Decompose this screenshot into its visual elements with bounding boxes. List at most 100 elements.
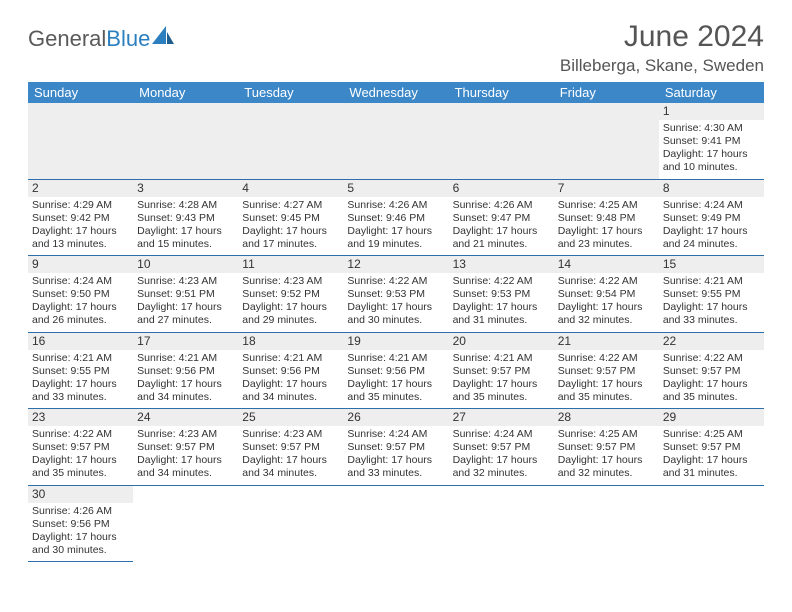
sunset-text: Sunset: 9:52 PM xyxy=(242,288,339,301)
sunset-text: Sunset: 9:45 PM xyxy=(242,212,339,225)
daylight-text: and 13 minutes. xyxy=(32,238,129,251)
day-number: 3 xyxy=(133,180,238,197)
daylight-text: Daylight: 17 hours xyxy=(347,225,444,238)
daylight-text: and 35 minutes. xyxy=(32,467,129,480)
day-number: 12 xyxy=(343,256,448,273)
daylight-text: and 24 minutes. xyxy=(663,238,760,251)
calendar-day-cell: 26Sunrise: 4:24 AMSunset: 9:57 PMDayligh… xyxy=(343,409,448,486)
daylight-text: Daylight: 17 hours xyxy=(242,378,339,391)
daylight-text: and 35 minutes. xyxy=(558,391,655,404)
day-number: 2 xyxy=(28,180,133,197)
calendar-empty-cell xyxy=(659,485,764,562)
sunrise-text: Sunrise: 4:24 AM xyxy=(347,428,444,441)
sunrise-text: Sunrise: 4:27 AM xyxy=(242,199,339,212)
calendar-empty-cell xyxy=(238,103,343,179)
sunset-text: Sunset: 9:57 PM xyxy=(663,441,760,454)
daylight-text: Daylight: 17 hours xyxy=(347,454,444,467)
weekday-header: Wednesday xyxy=(343,82,448,103)
calendar-week-row: 30Sunrise: 4:26 AMSunset: 9:56 PMDayligh… xyxy=(28,485,764,562)
daylight-text: Daylight: 17 hours xyxy=(453,301,550,314)
sunrise-text: Sunrise: 4:24 AM xyxy=(453,428,550,441)
calendar-day-cell: 1Sunrise: 4:30 AMSunset: 9:41 PMDaylight… xyxy=(659,103,764,179)
day-number: 4 xyxy=(238,180,343,197)
logo: GeneralBlue xyxy=(28,20,174,52)
day-number: 30 xyxy=(28,486,133,503)
daylight-text: and 34 minutes. xyxy=(242,467,339,480)
calendar-day-cell: 20Sunrise: 4:21 AMSunset: 9:57 PMDayligh… xyxy=(449,332,554,409)
daylight-text: Daylight: 17 hours xyxy=(663,301,760,314)
logo-text-1: General xyxy=(28,26,106,52)
daylight-text: and 17 minutes. xyxy=(242,238,339,251)
month-title: June 2024 xyxy=(560,20,764,54)
calendar-day-cell: 24Sunrise: 4:23 AMSunset: 9:57 PMDayligh… xyxy=(133,409,238,486)
day-number: 26 xyxy=(343,409,448,426)
sunset-text: Sunset: 9:48 PM xyxy=(558,212,655,225)
daylight-text: and 31 minutes. xyxy=(663,467,760,480)
sunrise-text: Sunrise: 4:24 AM xyxy=(663,199,760,212)
daylight-text: Daylight: 17 hours xyxy=(32,531,129,544)
calendar-day-cell: 14Sunrise: 4:22 AMSunset: 9:54 PMDayligh… xyxy=(554,256,659,333)
calendar-week-row: 16 Sunrise: 4:21 AM Sunset: 9:55 PM Dayligh… xyxy=(28,332,764,409)
sunset-text: Sunset: 9:55 PM xyxy=(32,365,129,378)
calendar-empty-cell xyxy=(554,103,659,179)
calendar-day-cell: 28Sunrise: 4:25 AMSunset: 9:57 PMDayligh… xyxy=(554,409,659,486)
sunset-text: Sunset: 9:41 PM xyxy=(663,135,760,148)
sunrise-text: Sunrise: 4:22 AM xyxy=(453,275,550,288)
day-number: 10 xyxy=(133,256,238,273)
sunrise-text: Sunrise: 4:21 AM xyxy=(242,352,339,365)
day-number: 17 xyxy=(133,333,238,350)
daylight-text: Daylight: 17 hours xyxy=(558,301,655,314)
calendar-day-cell: 5Sunrise: 4:26 AMSunset: 9:46 PMDaylight… xyxy=(343,179,448,256)
calendar-day-cell: 29Sunrise: 4:25 AMSunset: 9:57 PMDayligh… xyxy=(659,409,764,486)
day-number: 14 xyxy=(554,256,659,273)
daylight-text: Daylight: 17 hours xyxy=(32,454,129,467)
day-number: 29 xyxy=(659,409,764,426)
sunset-text: Sunset: 9:53 PM xyxy=(453,288,550,301)
day-number: 23 xyxy=(28,409,133,426)
daylight-text: Daylight: 17 hours xyxy=(663,454,760,467)
daylight-text: and 35 minutes. xyxy=(453,391,550,404)
calendar-day-cell: 15Sunrise: 4:21 AMSunset: 9:55 PMDayligh… xyxy=(659,256,764,333)
sunrise-text: Sunrise: 4:23 AM xyxy=(137,428,234,441)
calendar-day-cell: 19Sunrise: 4:21 AMSunset: 9:56 PMDayligh… xyxy=(343,332,448,409)
daylight-text: and 30 minutes. xyxy=(32,544,129,557)
day-number: 21 xyxy=(554,333,659,350)
day-number: 11 xyxy=(238,256,343,273)
daylight-text: and 21 minutes. xyxy=(453,238,550,251)
daylight-text: and 15 minutes. xyxy=(137,238,234,251)
daylight-text: and 33 minutes. xyxy=(663,314,760,327)
daylight-text: and 33 minutes. xyxy=(347,467,444,480)
day-number: 1 xyxy=(659,103,764,120)
sunset-text: Sunset: 9:57 PM xyxy=(32,441,129,454)
sunset-text: Sunset: 9:56 PM xyxy=(347,365,444,378)
sunrise-text: Sunrise: 4:22 AM xyxy=(663,352,760,365)
calendar-day-cell: 7Sunrise: 4:25 AMSunset: 9:48 PMDaylight… xyxy=(554,179,659,256)
daylight-text: and 34 minutes. xyxy=(242,391,339,404)
calendar-table: SundayMondayTuesdayWednesdayThursdayFrid… xyxy=(28,82,764,562)
sunrise-text: Sunrise: 4:24 AM xyxy=(32,275,129,288)
calendar-day-cell: 6Sunrise: 4:26 AMSunset: 9:47 PMDaylight… xyxy=(449,179,554,256)
daylight-text: Daylight: 17 hours xyxy=(32,225,129,238)
calendar-empty-cell xyxy=(343,103,448,179)
calendar-day-cell: 4Sunrise: 4:27 AMSunset: 9:45 PMDaylight… xyxy=(238,179,343,256)
calendar-day-cell: 11Sunrise: 4:23 AMSunset: 9:52 PMDayligh… xyxy=(238,256,343,333)
day-number: 22 xyxy=(659,333,764,350)
sunrise-text: Sunrise: 4:29 AM xyxy=(32,199,129,212)
daylight-text: Daylight: 17 hours xyxy=(242,301,339,314)
calendar-empty-cell xyxy=(133,103,238,179)
sunset-text: Sunset: 9:57 PM xyxy=(453,441,550,454)
sunrise-text: Sunrise: 4:26 AM xyxy=(32,505,129,518)
day-number: 16 xyxy=(28,333,133,350)
daylight-text: Daylight: 17 hours xyxy=(242,454,339,467)
daylight-text: and 10 minutes. xyxy=(663,161,760,174)
calendar-day-cell: 22Sunrise: 4:22 AMSunset: 9:57 PMDayligh… xyxy=(659,332,764,409)
sunrise-text: Sunrise: 4:22 AM xyxy=(558,275,655,288)
sunset-text: Sunset: 9:46 PM xyxy=(347,212,444,225)
sunset-text: Sunset: 9:47 PM xyxy=(453,212,550,225)
daylight-text: and 26 minutes. xyxy=(32,314,129,327)
calendar-day-cell: 16Sunrise: 4:21 AMSunset: 9:55 PMDayligh… xyxy=(28,332,133,409)
daylight-text: and 32 minutes. xyxy=(558,467,655,480)
sunrise-text: Sunrise: 4:22 AM xyxy=(32,428,129,441)
daylight-text: and 29 minutes. xyxy=(242,314,339,327)
weekday-header: Sunday xyxy=(28,82,133,103)
